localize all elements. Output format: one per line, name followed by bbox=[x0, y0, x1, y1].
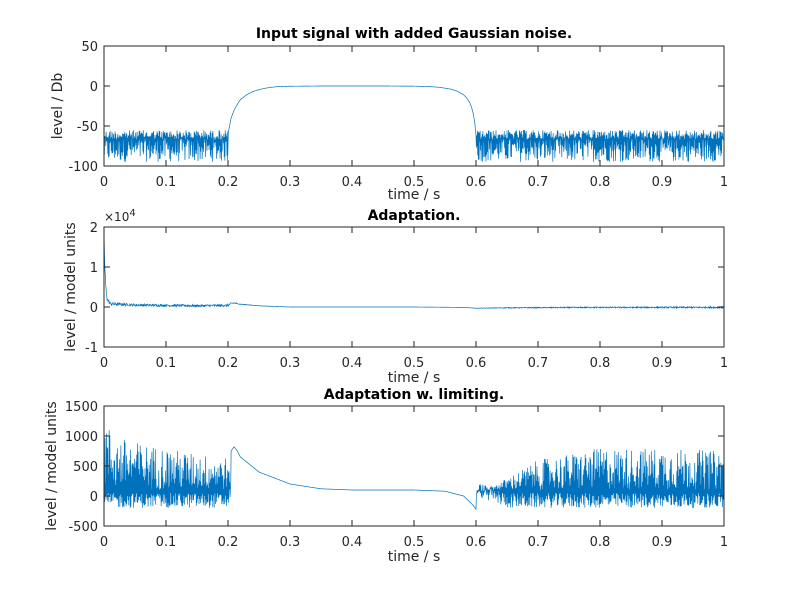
series-line-limited bbox=[103, 430, 725, 511]
y-axis-exponent: ×104 bbox=[104, 208, 136, 224]
x-tick-label: 0.3 bbox=[280, 535, 301, 550]
x-tick-label: 0.9 bbox=[652, 535, 673, 550]
x-tick-label: 0.2 bbox=[218, 535, 239, 550]
x-tick-label: 0.7 bbox=[528, 175, 549, 190]
exponent-base: ×10 bbox=[104, 210, 129, 224]
y-axis-label: level / model units bbox=[63, 222, 79, 351]
y-axis-label: level / model units bbox=[44, 401, 60, 530]
y-tick-label: 1500 bbox=[65, 400, 98, 415]
exponent-power: 4 bbox=[129, 208, 135, 219]
x-tick-label: 0.9 bbox=[652, 175, 673, 190]
x-tick-label: 0.7 bbox=[528, 356, 549, 371]
x-tick-label: 0.9 bbox=[652, 356, 673, 371]
chart-title: Input signal with added Gaussian noise. bbox=[256, 26, 572, 42]
y-axis-ticks: -500 0 500 1000 1500 bbox=[65, 400, 724, 535]
x-axis-ticks: 0 0.1 0.2 0.3 0.4 0.5 0.6 0.7 0.8 0.9 1 bbox=[100, 406, 728, 550]
x-tick-label: 0.2 bbox=[218, 175, 239, 190]
y-tick-label: -500 bbox=[68, 520, 98, 535]
x-tick-label: 1 bbox=[720, 535, 728, 550]
x-axis-label: time / s bbox=[388, 370, 441, 386]
x-axis-label: time / s bbox=[388, 187, 441, 203]
x-tick-label: 0.5 bbox=[404, 356, 425, 371]
y-tick-label: 500 bbox=[73, 460, 98, 475]
x-tick-label: 0.6 bbox=[466, 356, 487, 371]
chart-title: Adaptation. bbox=[368, 208, 461, 224]
y-tick-label: -50 bbox=[77, 120, 98, 135]
x-tick-label: 0.7 bbox=[528, 535, 549, 550]
input-signal-series bbox=[103, 85, 725, 162]
x-tick-label: 0.3 bbox=[280, 175, 301, 190]
limited-adaptation-series bbox=[103, 430, 725, 511]
y-tick-label: 0 bbox=[90, 490, 98, 505]
x-tick-label: 0 bbox=[100, 535, 108, 550]
x-tick-label: 0.8 bbox=[590, 175, 611, 190]
x-tick-label: 0.4 bbox=[342, 356, 363, 371]
adaptation-series bbox=[103, 231, 725, 310]
y-tick-label: -1 bbox=[85, 341, 98, 356]
x-tick-label: 0.6 bbox=[466, 175, 487, 190]
x-tick-label: 0.8 bbox=[590, 356, 611, 371]
y-tick-label: 1 bbox=[90, 261, 98, 276]
x-tick-label: 0.4 bbox=[342, 535, 363, 550]
x-tick-label: 1 bbox=[720, 356, 728, 371]
panel-adaptation-limiting: Adaptation w. limiting. 0 0.1 0.2 0.3 0.4 0.5… bbox=[44, 387, 728, 565]
x-tick-label: 0 bbox=[100, 356, 108, 371]
y-tick-label: 1000 bbox=[65, 430, 98, 445]
x-tick-label: 0.1 bbox=[156, 175, 177, 190]
x-tick-label: 0 bbox=[100, 175, 108, 190]
y-axis-ticks: -100 -50 0 50 bbox=[68, 40, 724, 175]
y-tick-label: 0 bbox=[90, 80, 98, 95]
series-line-adaptation bbox=[103, 231, 725, 310]
x-axis-ticks: 0 0.1 0.2 0.3 0.4 0.5 0.6 0.7 0.8 0.9 1 bbox=[100, 227, 728, 371]
panel-adaptation: Adaptation. 0 0.1 0.2 0.3 0.4 0.5 0.6 0.7 0.8 0.9… bbox=[63, 208, 728, 386]
y-tick-label: -100 bbox=[68, 160, 98, 175]
x-axis-label: time / s bbox=[388, 549, 441, 565]
x-tick-label: 0.5 bbox=[404, 175, 425, 190]
y-tick-label: 2 bbox=[90, 221, 98, 236]
x-tick-label: 0.3 bbox=[280, 356, 301, 371]
series-line-input bbox=[103, 85, 725, 162]
chart-title: Adaptation w. limiting. bbox=[324, 387, 504, 403]
panel-input-signal: Input signal with added Gaussian noise. … bbox=[50, 26, 728, 203]
x-tick-label: 0.1 bbox=[156, 535, 177, 550]
x-tick-label: 0.5 bbox=[404, 535, 425, 550]
y-tick-label: 50 bbox=[81, 40, 98, 55]
x-tick-label: 0.2 bbox=[218, 356, 239, 371]
x-tick-label: 0.6 bbox=[466, 535, 487, 550]
x-tick-label: 0.4 bbox=[342, 175, 363, 190]
axes-frame bbox=[103, 226, 725, 348]
y-axis-ticks: -1 0 1 2 bbox=[85, 221, 724, 356]
x-tick-label: 1 bbox=[720, 175, 728, 190]
x-axis-ticks: 0 0.1 0.2 0.3 0.4 0.5 0.6 0.7 0.8 0.9 1 bbox=[100, 46, 728, 190]
y-tick-label: 0 bbox=[90, 301, 98, 316]
x-tick-label: 0.8 bbox=[590, 535, 611, 550]
x-tick-label: 0.1 bbox=[156, 356, 177, 371]
y-axis-label: level / Db bbox=[50, 73, 66, 140]
